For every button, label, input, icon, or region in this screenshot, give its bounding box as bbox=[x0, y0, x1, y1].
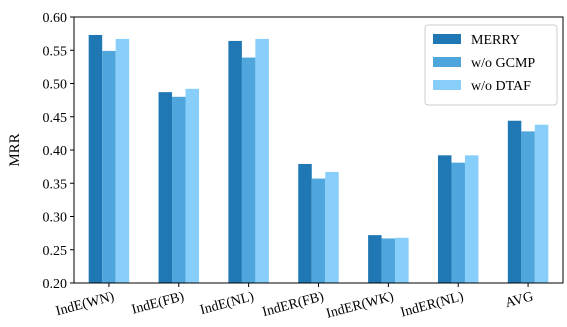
bar-IndER(NL)-w/o GCMP bbox=[451, 162, 465, 283]
bar-IndE(FB)-w/o GCMP bbox=[172, 96, 186, 283]
x-tick-label: IndER(FB) bbox=[261, 289, 326, 320]
x-tick-label: AVG bbox=[504, 289, 535, 311]
y-tick-label: 0.60 bbox=[43, 11, 68, 26]
bar-IndER(FB)-w/o DTAF bbox=[325, 171, 339, 283]
y-axis-title: MRR bbox=[7, 133, 23, 166]
bar-IndE(NL)-w/o GCMP bbox=[241, 57, 256, 284]
y-tick-label: 0.25 bbox=[43, 244, 68, 259]
legend-swatch-MERRY bbox=[433, 34, 461, 44]
bar-IndE(FB)-w/o DTAF bbox=[185, 88, 200, 283]
bar-AVG-MERRY bbox=[507, 120, 522, 284]
x-tick-label: IndER(WK) bbox=[325, 289, 396, 321]
y-tick-label: 0.40 bbox=[43, 144, 68, 159]
bar-IndER(NL)-w/o DTAF bbox=[464, 155, 479, 283]
bar-IndER(FB)-MERRY bbox=[298, 163, 312, 283]
bar-IndE(FB)-MERRY bbox=[158, 92, 173, 283]
legend-swatch-w/o GCMP bbox=[433, 57, 461, 67]
y-tick-label: 0.55 bbox=[43, 44, 68, 59]
y-axis-title-group: MRR bbox=[7, 133, 23, 166]
y-tick-label: 0.30 bbox=[43, 211, 68, 226]
x-tick-label: IndE(WN) bbox=[54, 289, 116, 319]
y-tick-label: 0.35 bbox=[43, 177, 68, 192]
bar-IndE(WN)-w/o GCMP bbox=[102, 50, 116, 283]
legend-swatch-w/o DTAF bbox=[433, 80, 461, 90]
legend-label-MERRY: MERRY bbox=[471, 33, 520, 48]
y-tick-label: 0.50 bbox=[43, 78, 68, 93]
bar-IndER(FB)-w/o GCMP bbox=[311, 178, 326, 283]
x-tick-label: IndE(NL) bbox=[198, 289, 256, 318]
bar-IndE(NL)-w/o DTAF bbox=[255, 38, 269, 284]
bar-IndER(WK)-w/o GCMP bbox=[381, 238, 396, 283]
x-tick-label: IndER(NL) bbox=[399, 289, 466, 320]
bars-layer bbox=[88, 34, 549, 284]
legend: MERRY w/o GCMP w/o DTAF bbox=[424, 24, 558, 106]
x-tick-label: IndE(FB) bbox=[130, 289, 186, 317]
bar-IndER(WK)-w/o DTAF bbox=[395, 237, 409, 283]
bar-IndER(WK)-MERRY bbox=[368, 235, 382, 283]
bar-AVG-w/o DTAF bbox=[534, 124, 549, 283]
legend-label-w/o GCMP: w/o GCMP bbox=[471, 56, 535, 71]
bar-IndE(WN)-w/o DTAF bbox=[115, 38, 130, 284]
y-tick-label: 0.20 bbox=[43, 277, 68, 292]
bar-AVG-w/o GCMP bbox=[521, 131, 535, 283]
bar-IndE(NL)-MERRY bbox=[228, 40, 242, 283]
bar-IndER(NL)-MERRY bbox=[437, 155, 452, 283]
legend-label-w/o DTAF: w/o DTAF bbox=[471, 79, 531, 94]
bar-IndE(WN)-MERRY bbox=[88, 34, 103, 284]
y-tick-label: 0.45 bbox=[43, 111, 68, 126]
